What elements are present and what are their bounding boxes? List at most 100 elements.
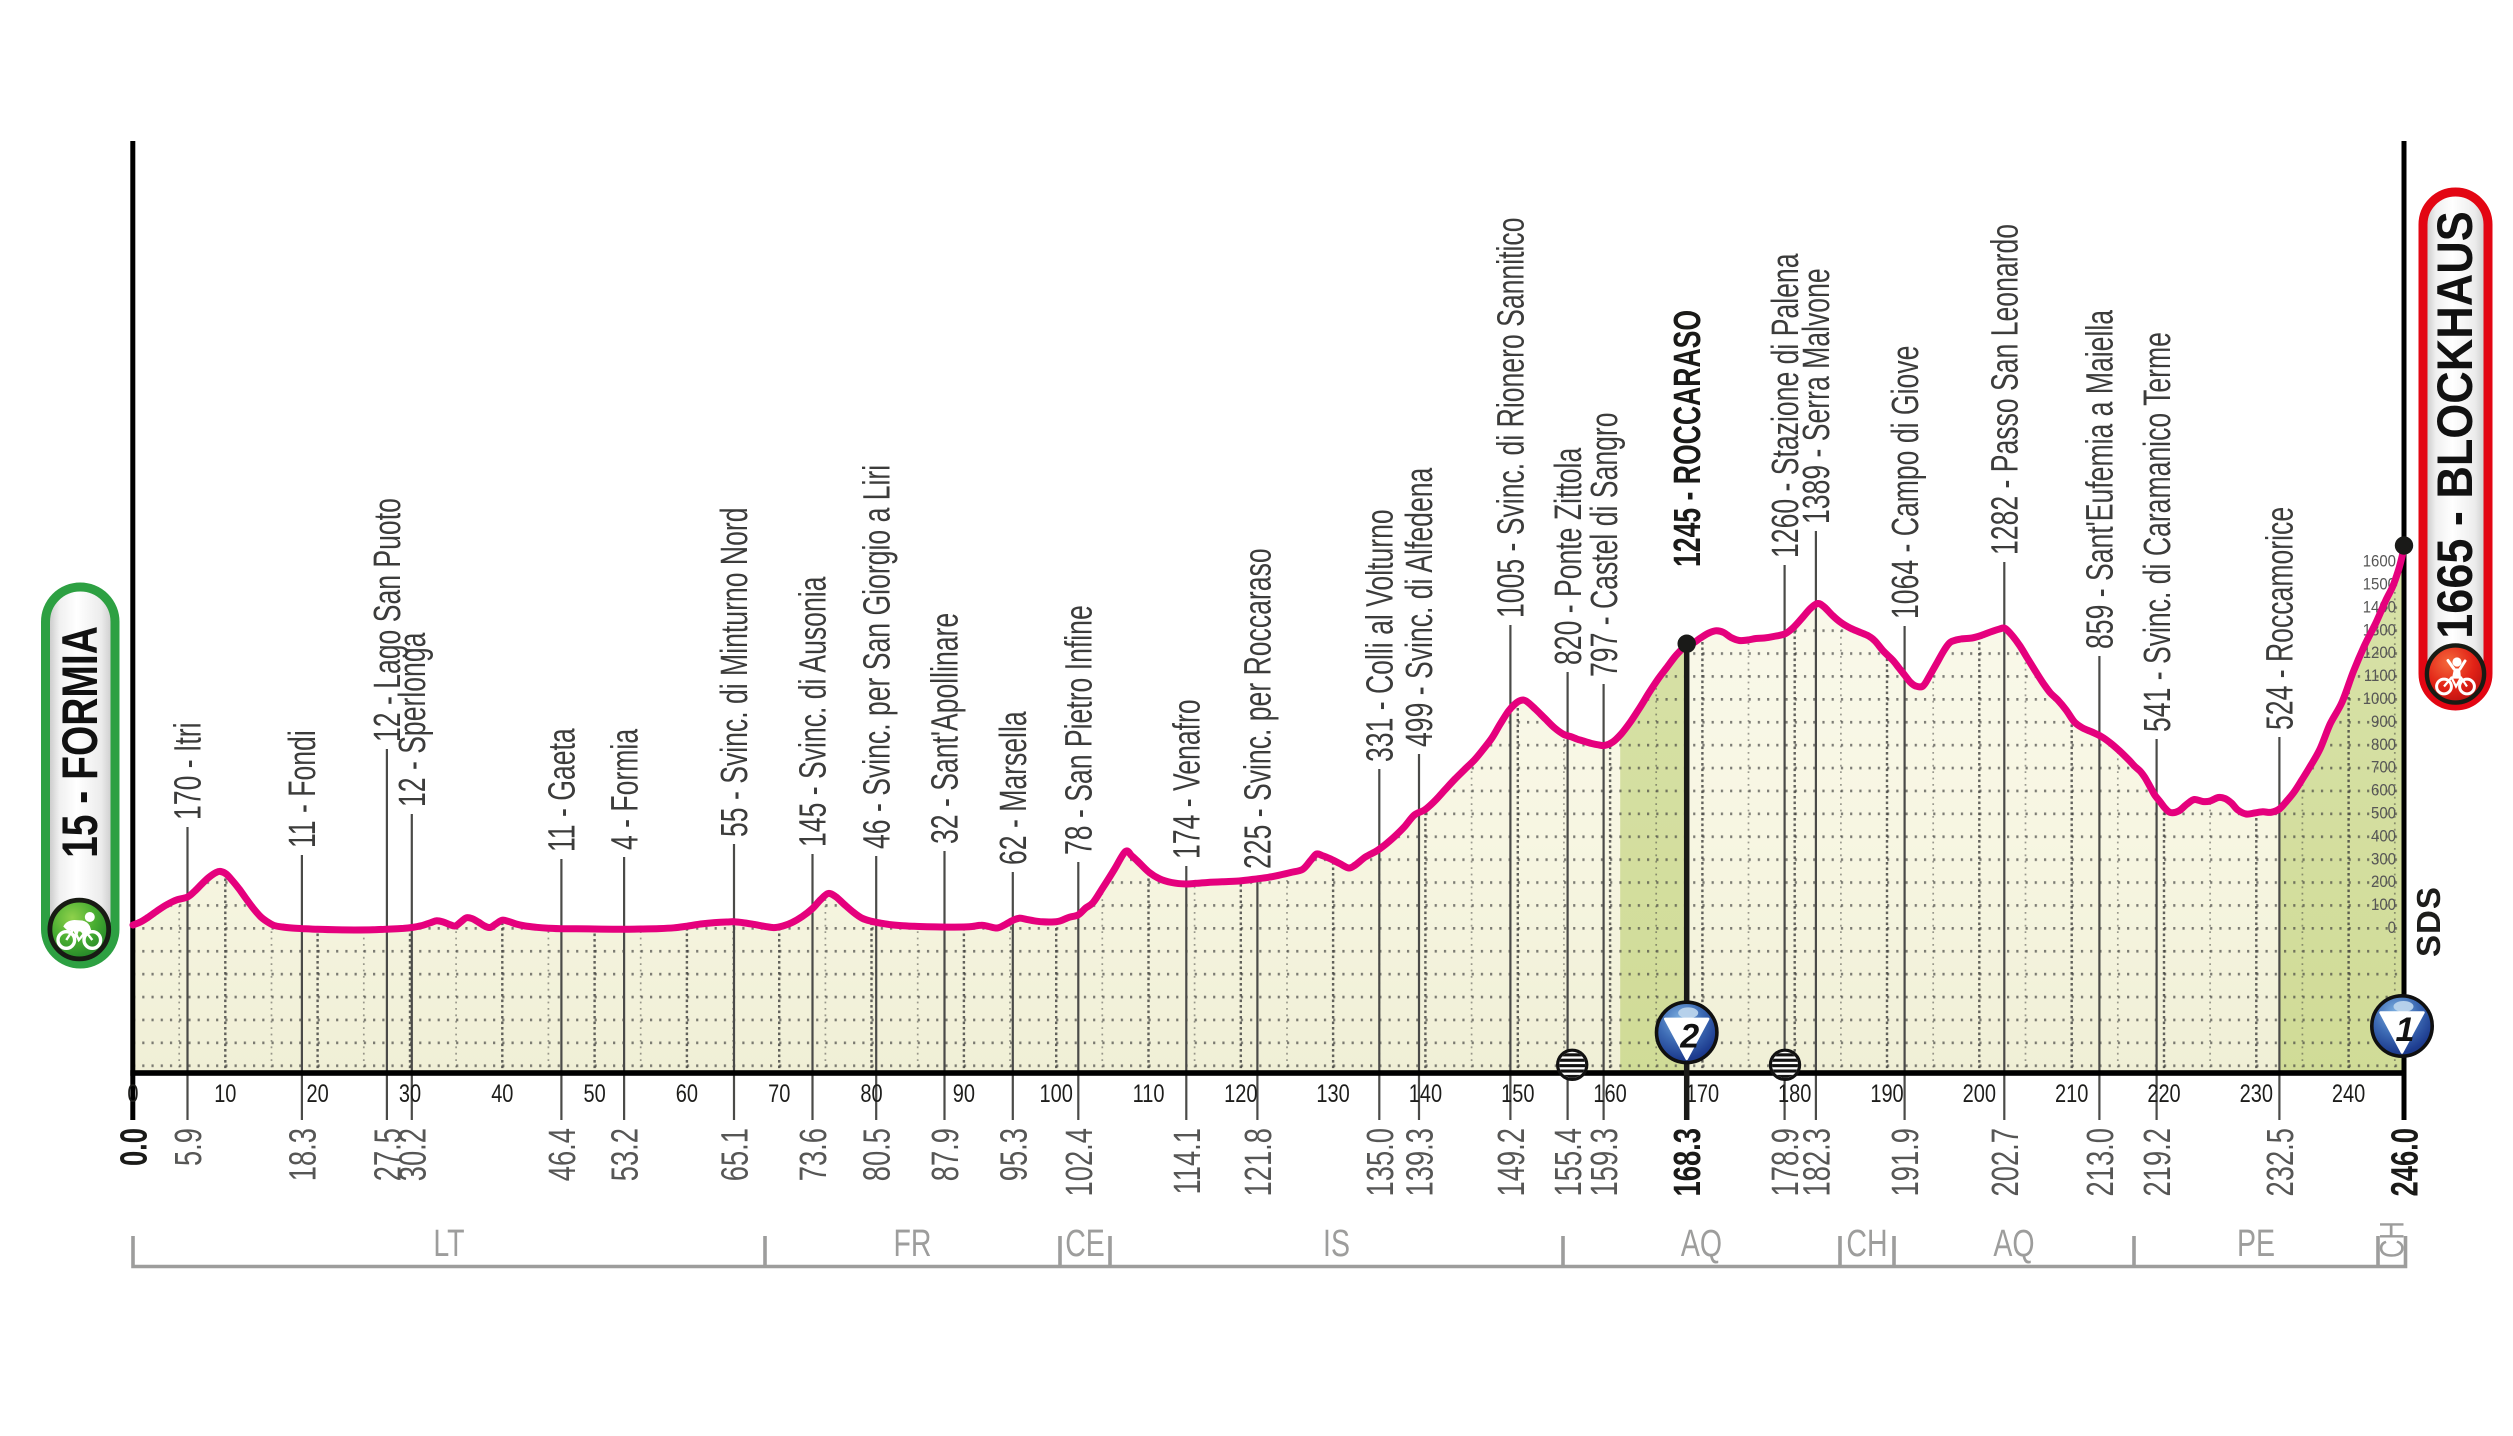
- svg-text:SDS: SDS: [2410, 886, 2447, 957]
- svg-text:12 - Lago San Puoto: 12 - Lago San Puoto: [365, 498, 408, 742]
- svg-text:87.9: 87.9: [925, 1128, 967, 1181]
- svg-text:5.9: 5.9: [168, 1128, 210, 1166]
- svg-text:499 - Svinc. di Alfedena: 499 - Svinc. di Alfedena: [1397, 467, 1440, 747]
- svg-text:178.9: 178.9: [1765, 1128, 1807, 1196]
- svg-text:IS: IS: [1323, 1223, 1350, 1265]
- svg-text:149.2: 149.2: [1491, 1128, 1533, 1196]
- svg-text:78 - San Pietro Infine: 78 - San Pietro Infine: [1057, 605, 1100, 855]
- svg-text:600: 600: [2371, 782, 2396, 800]
- svg-text:1005 - Svinc. di Rionero Sanni: 1005 - Svinc. di Rionero Sannitico: [1489, 218, 1532, 618]
- svg-text:30.2: 30.2: [392, 1128, 434, 1181]
- svg-text:95.3: 95.3: [993, 1128, 1035, 1181]
- svg-text:160: 160: [1593, 1080, 1626, 1108]
- svg-text:27.5: 27.5: [367, 1128, 409, 1181]
- svg-text:150: 150: [1501, 1080, 1534, 1108]
- svg-text:18.3: 18.3: [282, 1128, 324, 1181]
- svg-text:130: 130: [1316, 1080, 1349, 1108]
- svg-text:200: 200: [1963, 1080, 1996, 1108]
- svg-text:50: 50: [583, 1080, 605, 1108]
- svg-text:174 - Venafro: 174 - Venafro: [1165, 699, 1208, 859]
- svg-text:200: 200: [2371, 873, 2396, 891]
- svg-text:60: 60: [676, 1080, 698, 1108]
- svg-text:1200: 1200: [2363, 644, 2396, 662]
- svg-text:500: 500: [2371, 805, 2396, 823]
- svg-text:102.4: 102.4: [1059, 1128, 1101, 1196]
- svg-text:190: 190: [1870, 1080, 1903, 1108]
- svg-text:1665 - BLOCKHAUS: 1665 - BLOCKHAUS: [2428, 211, 2484, 638]
- svg-text:1600: 1600: [2363, 553, 2396, 571]
- svg-text:0: 0: [2388, 919, 2396, 937]
- svg-text:524 - Roccamorice: 524 - Roccamorice: [2258, 507, 2301, 730]
- svg-text:800: 800: [2371, 736, 2396, 754]
- svg-text:170 - Itri: 170 - Itri: [166, 722, 209, 820]
- svg-text:100: 100: [1040, 1080, 1073, 1108]
- svg-text:225 - Svinc. per Roccaraso: 225 - Svinc. per Roccaraso: [1236, 548, 1279, 869]
- svg-text:210: 210: [2055, 1080, 2088, 1108]
- svg-text:11 - Gaeta: 11 - Gaeta: [540, 728, 583, 852]
- svg-text:331 - Colli al Volturno: 331 - Colli al Volturno: [1358, 509, 1401, 762]
- svg-text:70: 70: [768, 1080, 790, 1108]
- svg-text:40: 40: [491, 1080, 513, 1108]
- svg-text:62 - Marsella: 62 - Marsella: [991, 711, 1034, 865]
- svg-text:230: 230: [2240, 1080, 2273, 1108]
- svg-text:1389 - Serra Malvone: 1389 - Serra Malvone: [1794, 268, 1837, 524]
- svg-text:1282 - Passo San Leonardo: 1282 - Passo San Leonardo: [1983, 224, 2026, 555]
- svg-text:PE: PE: [2237, 1223, 2275, 1265]
- svg-text:80: 80: [860, 1080, 882, 1108]
- svg-text:541 - Svinc. di Caramanico Ter: 541 - Svinc. di Caramanico Terme: [2135, 332, 2178, 732]
- svg-text:AQ: AQ: [1993, 1223, 2034, 1265]
- svg-text:202.7: 202.7: [1985, 1128, 2027, 1196]
- svg-text:213.0: 213.0: [2080, 1128, 2122, 1196]
- svg-text:168.3: 168.3: [1667, 1128, 1709, 1196]
- svg-text:1260 - Stazione di Palena: 1260 - Stazione di Palena: [1763, 253, 1806, 558]
- svg-text:CE: CE: [1065, 1223, 1105, 1265]
- svg-text:AQ: AQ: [1681, 1223, 1722, 1265]
- svg-text:1: 1: [2396, 1011, 2415, 1049]
- svg-text:219.2: 219.2: [2137, 1128, 2179, 1196]
- svg-text:CH: CH: [2374, 1221, 2411, 1258]
- svg-text:55 - Svinc. di Minturno Nord: 55 - Svinc. di Minturno Nord: [712, 507, 755, 837]
- svg-text:73.6: 73.6: [793, 1128, 835, 1181]
- svg-text:32 - Sant'Apollinare: 32 - Sant'Apollinare: [923, 613, 966, 844]
- svg-text:12 - Sperlonga: 12 - Sperlonga: [390, 632, 433, 807]
- svg-text:246.0: 246.0: [2384, 1128, 2426, 1196]
- svg-text:46 - Svinc. per San Giorgio a: 46 - Svinc. per San Giorgio a Liri: [855, 465, 898, 849]
- svg-text:90: 90: [953, 1080, 975, 1108]
- svg-text:1100: 1100: [2364, 667, 2396, 685]
- svg-text:CH: CH: [1846, 1223, 1887, 1265]
- svg-text:140: 140: [1409, 1080, 1442, 1108]
- svg-text:0: 0: [127, 1080, 138, 1108]
- svg-text:145 - Svinc. di Ausonia: 145 - Svinc. di Ausonia: [791, 576, 834, 847]
- svg-text:135.0: 135.0: [1360, 1128, 1402, 1196]
- svg-text:120: 120: [1224, 1080, 1257, 1108]
- svg-text:15 - FORMIA: 15 - FORMIA: [51, 626, 108, 858]
- svg-text:191.9: 191.9: [1885, 1128, 1927, 1196]
- svg-text:220: 220: [2147, 1080, 2180, 1108]
- svg-text:FR: FR: [894, 1223, 932, 1265]
- svg-text:859 - Sant'Eufemia a Maiella: 859 - Sant'Eufemia a Maiella: [2078, 309, 2121, 649]
- svg-text:820 - Ponte Zittola: 820 - Ponte Zittola: [1546, 447, 1589, 665]
- svg-text:114.1: 114.1: [1167, 1128, 1209, 1194]
- svg-text:139.3: 139.3: [1399, 1128, 1441, 1196]
- svg-text:1245 - ROCCARASO: 1245 - ROCCARASO: [1665, 310, 1708, 567]
- svg-text:700: 700: [2371, 759, 2396, 777]
- svg-text:400: 400: [2371, 828, 2396, 846]
- svg-text:182.3: 182.3: [1796, 1128, 1838, 1196]
- svg-text:2: 2: [1679, 1017, 1699, 1055]
- svg-text:LT: LT: [433, 1223, 464, 1265]
- svg-text:4 - Formia: 4 - Formia: [603, 728, 646, 850]
- svg-text:300: 300: [2371, 850, 2396, 868]
- svg-text:1000: 1000: [2363, 690, 2396, 708]
- svg-text:11 - Fondi: 11 - Fondi: [280, 730, 323, 848]
- svg-text:240: 240: [2332, 1080, 2365, 1108]
- svg-text:53.2: 53.2: [604, 1128, 646, 1181]
- svg-text:20: 20: [306, 1080, 328, 1108]
- svg-text:110: 110: [1133, 1080, 1165, 1108]
- svg-text:121.8: 121.8: [1238, 1128, 1280, 1196]
- svg-text:30: 30: [399, 1080, 421, 1108]
- svg-text:65.1: 65.1: [714, 1128, 756, 1181]
- svg-text:80.5: 80.5: [856, 1128, 898, 1181]
- svg-text:170: 170: [1686, 1080, 1719, 1108]
- svg-text:900: 900: [2371, 713, 2396, 731]
- svg-text:46.4: 46.4: [542, 1128, 584, 1181]
